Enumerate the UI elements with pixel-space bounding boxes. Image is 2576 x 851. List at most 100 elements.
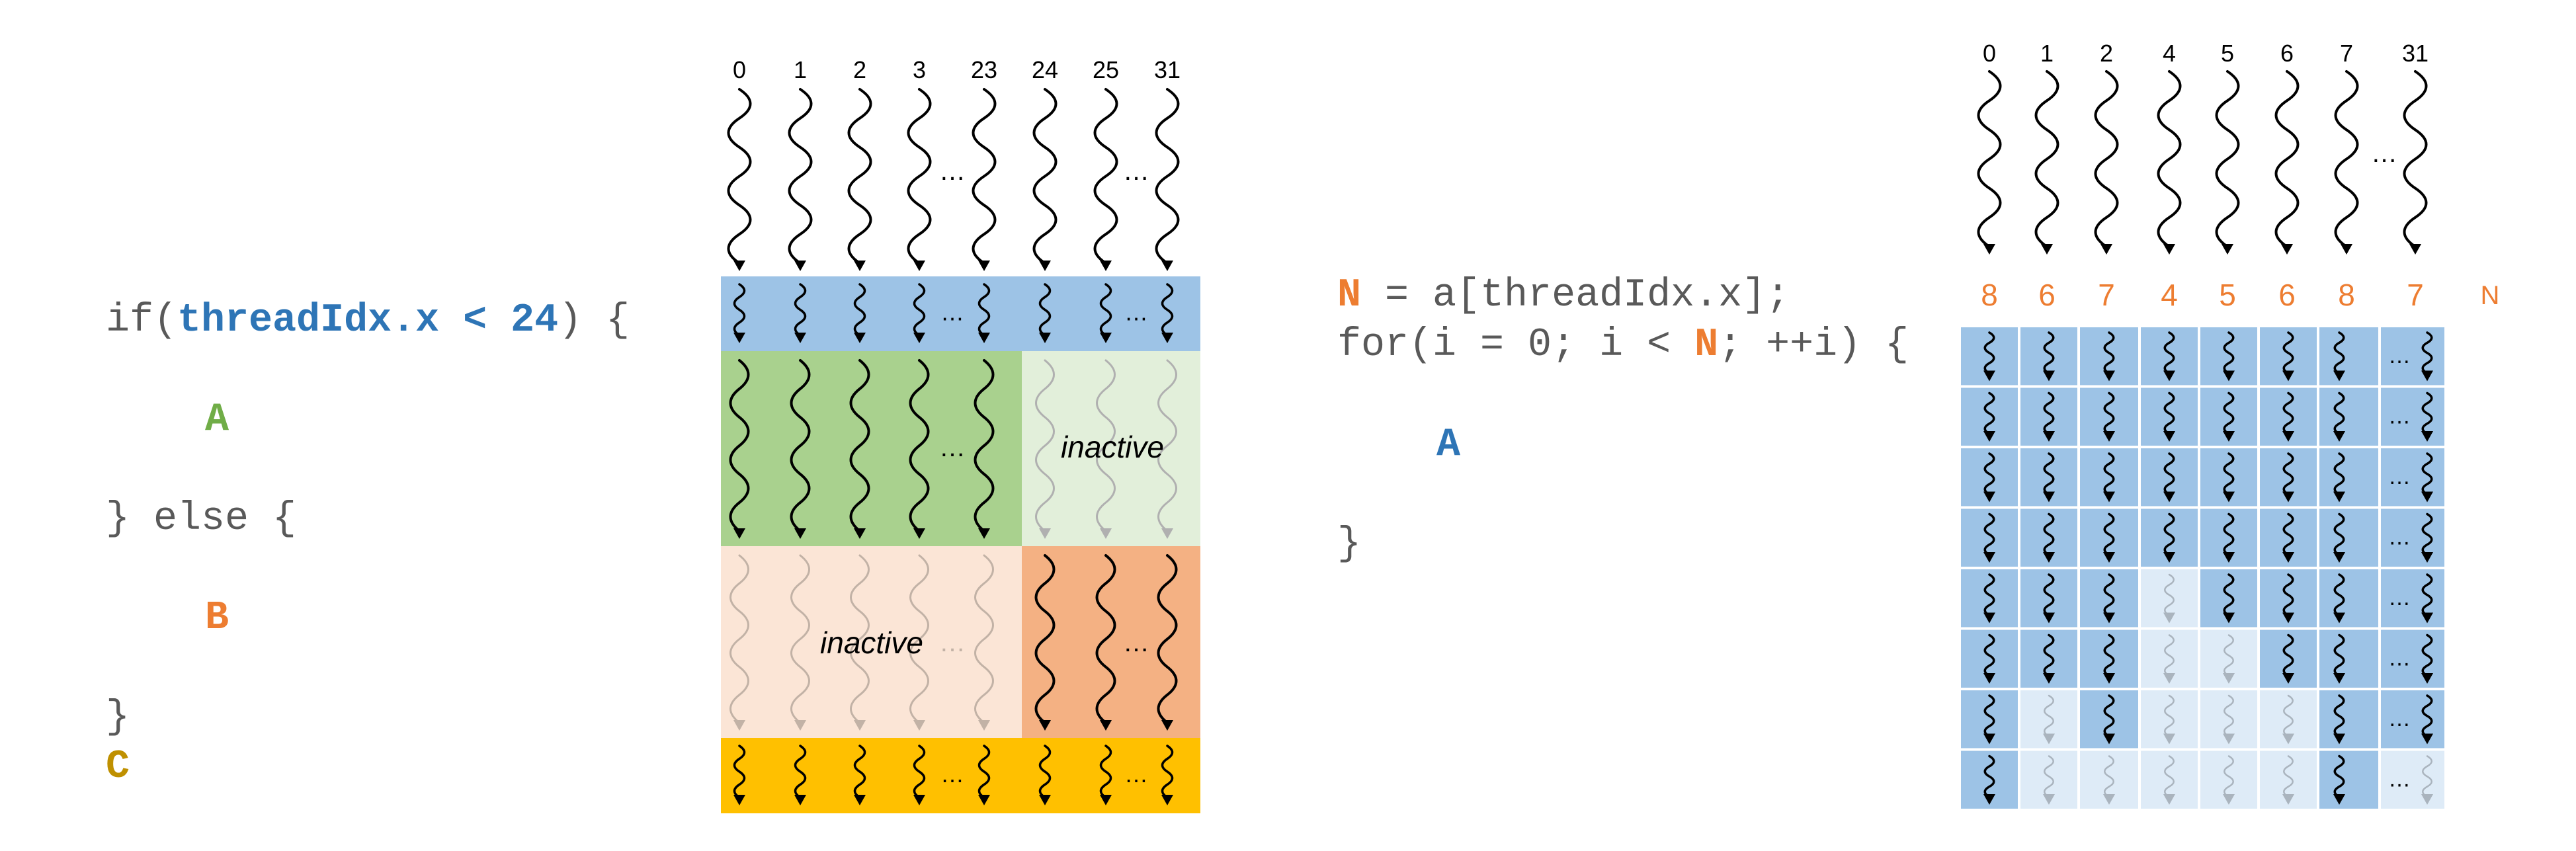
ellipsis-mark: … bbox=[2388, 585, 2411, 610]
active-iteration-cell bbox=[2257, 325, 2319, 388]
inactive-thread bbox=[2163, 755, 2175, 805]
thread-arrow bbox=[907, 88, 932, 271]
thread-arrow bbox=[1977, 70, 2002, 255]
ellipsis-mark: … bbox=[2388, 524, 2411, 549]
ellipsis-mark: … bbox=[940, 299, 964, 326]
thread-id-label: 2 bbox=[2100, 40, 2113, 67]
active-thread bbox=[1983, 391, 1995, 442]
active-thread bbox=[1983, 452, 1995, 503]
assign-line: N = a[threadIdx.x]; bbox=[1337, 273, 1790, 318]
thread-id-label: 31 bbox=[1154, 56, 1181, 83]
thread-id-label: 7 bbox=[2340, 40, 2353, 67]
active-iteration-cell bbox=[2317, 748, 2381, 811]
n-values-row: 8 6 7 4 5 6 8 7 bbox=[1981, 278, 2424, 312]
block-b-label: B bbox=[205, 596, 229, 641]
active-thread bbox=[2282, 331, 2294, 382]
active-thread bbox=[2103, 391, 2115, 442]
ellipsis-mark: … bbox=[2388, 464, 2411, 489]
thread-id-label: 4 bbox=[2163, 40, 2176, 67]
thread-id-label: 1 bbox=[794, 56, 807, 83]
inactive-thread bbox=[2043, 755, 2055, 805]
active-thread bbox=[2333, 331, 2345, 382]
thread-arrow bbox=[2274, 70, 2300, 255]
active-thread bbox=[2282, 452, 2294, 503]
active-thread bbox=[2103, 573, 2115, 624]
active-thread bbox=[2282, 391, 2294, 442]
left-diagram: 0 1 2 3 23 24 25 31 …… ………………… inactive inactiv… bbox=[721, 56, 1200, 813]
active-thread bbox=[2421, 573, 2433, 624]
active-thread bbox=[1983, 573, 1995, 624]
ellipsis-mark: … bbox=[2388, 706, 2411, 731]
active-thread bbox=[2333, 452, 2345, 503]
active-thread bbox=[794, 283, 807, 343]
block-a-label: A bbox=[205, 397, 229, 442]
n-value-label: 6 bbox=[2278, 278, 2296, 312]
active-thread bbox=[2421, 694, 2433, 745]
active-thread bbox=[2043, 391, 2055, 442]
active-thread bbox=[1095, 554, 1116, 731]
n-value-label: 5 bbox=[2219, 278, 2236, 312]
active-thread bbox=[2333, 573, 2345, 624]
active-iteration-cell bbox=[2317, 506, 2381, 569]
active-thread bbox=[1157, 554, 1178, 731]
active-thread bbox=[729, 359, 750, 539]
inactive-thread bbox=[1096, 359, 1116, 539]
active-thread bbox=[2223, 391, 2235, 442]
thread-arrow bbox=[2157, 70, 2182, 255]
active-thread bbox=[1038, 283, 1052, 343]
inactive-thread bbox=[2163, 573, 2175, 624]
thread-id-label: 6 bbox=[2280, 40, 2294, 67]
n-value-label: 6 bbox=[2038, 278, 2056, 312]
inactive-thread bbox=[850, 554, 870, 731]
thread-id-label: 24 bbox=[1032, 56, 1058, 83]
active-thread bbox=[2103, 633, 2115, 684]
active-thread bbox=[2421, 633, 2433, 684]
active-thread bbox=[2043, 331, 2055, 382]
inactive-thread bbox=[974, 554, 994, 731]
ellipsis-mark: … bbox=[2388, 766, 2411, 791]
active-thread bbox=[974, 359, 995, 539]
active-thread bbox=[2333, 391, 2345, 442]
active-iteration-cell bbox=[2378, 446, 2447, 509]
ellipsis-mark: … bbox=[1124, 299, 1148, 326]
active-thread bbox=[2043, 452, 2055, 503]
active-thread bbox=[853, 283, 866, 343]
active-thread bbox=[1983, 633, 1995, 684]
thread-arrow bbox=[788, 88, 813, 271]
ellipsis-mark: … bbox=[939, 628, 966, 657]
n-value-label: 4 bbox=[2161, 278, 2178, 312]
if-line: if(threadIdx.x < 24) { bbox=[106, 298, 630, 343]
active-iteration-cell bbox=[2317, 567, 2381, 630]
active-thread bbox=[2421, 452, 2433, 503]
active-iteration-cell bbox=[2317, 325, 2381, 388]
thread-arrow bbox=[2215, 70, 2240, 255]
inactive-thread bbox=[2282, 755, 2294, 805]
active-thread bbox=[849, 359, 870, 539]
active-iteration-cell bbox=[2378, 688, 2447, 751]
active-thread bbox=[2333, 694, 2345, 745]
active-thread bbox=[2163, 452, 2175, 503]
active-thread bbox=[977, 745, 991, 805]
thread-arrow bbox=[2094, 70, 2119, 255]
active-iteration-cell bbox=[2317, 688, 2381, 751]
inactive-thread bbox=[2223, 634, 2235, 684]
thread-id-label: 2 bbox=[853, 56, 866, 83]
active-thread bbox=[2421, 512, 2433, 563]
block-c-label: C bbox=[106, 745, 130, 790]
active-thread bbox=[2223, 573, 2235, 624]
right-code-block: N = a[threadIdx.x]; for(i = 0; i < N; ++… bbox=[1337, 273, 1909, 567]
thread-id-label: 0 bbox=[1983, 40, 1996, 67]
ellipsis-mark: … bbox=[2388, 403, 2411, 428]
thread-arrow bbox=[1032, 88, 1058, 271]
right-thread-id-row: 0 1 2 4 5 6 7 31 bbox=[1983, 40, 2429, 67]
thread-arrow bbox=[2334, 70, 2359, 255]
inactive-thread bbox=[1157, 359, 1177, 539]
active-thread bbox=[2333, 633, 2345, 684]
active-thread bbox=[2333, 754, 2345, 805]
ellipsis-mark: … bbox=[1123, 628, 1149, 657]
active-iteration-cell bbox=[2378, 325, 2447, 388]
loop-block-a-label: A bbox=[1436, 423, 1460, 467]
thread-id-label: 23 bbox=[971, 56, 997, 83]
inactive-thread bbox=[729, 554, 749, 731]
active-iteration-cell bbox=[2317, 385, 2381, 448]
